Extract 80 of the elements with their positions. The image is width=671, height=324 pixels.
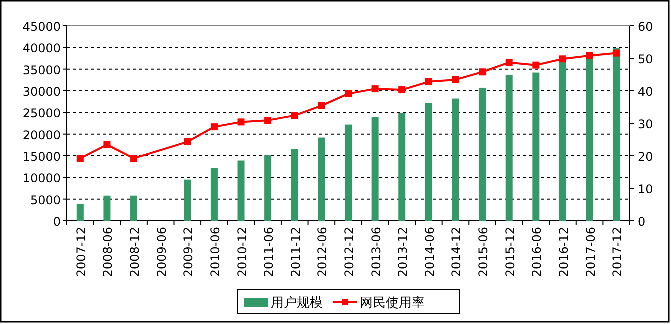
point: [559, 56, 566, 63]
x-tick-label: 2013-12: [396, 227, 410, 278]
x-tick-label: 2010-06: [208, 227, 222, 278]
point: [479, 68, 486, 76]
x-tick-label: 2011-12: [288, 227, 303, 278]
bar: [318, 138, 326, 221]
bar: [613, 48, 620, 221]
bar: [452, 98, 460, 221]
point: [76, 155, 84, 162]
bar: [479, 88, 486, 221]
legend-label: 网民使用率: [360, 295, 425, 311]
x-tick-label: 2017-06: [584, 227, 598, 278]
y-tick-label: 30000: [22, 85, 61, 99]
point: [264, 117, 272, 124]
y2-tick-label: 30: [638, 118, 654, 132]
point: [452, 76, 460, 84]
x-tick-label: 2014-06: [422, 227, 437, 278]
bar: [264, 156, 272, 221]
x-tick-label: 2008-06: [101, 227, 116, 278]
y-tick-label: 20000: [22, 128, 61, 142]
point: [184, 138, 192, 146]
bar: [291, 149, 298, 221]
x-tick-label: 2012-06: [316, 227, 330, 278]
x-tick-label: 2016-06: [530, 227, 544, 278]
point: [345, 90, 352, 98]
point: [425, 78, 432, 86]
bar: [130, 196, 138, 221]
bar: [76, 204, 84, 221]
bar: [104, 196, 111, 221]
x-tick-label: 2007-12: [74, 227, 88, 278]
x-tick-label: 2017-12: [610, 227, 625, 278]
point: [372, 86, 379, 93]
bar: [210, 168, 218, 221]
bar: [532, 72, 540, 221]
y2-tick-label: 60: [638, 20, 654, 34]
y-tick-label: 15000: [22, 150, 61, 164]
y2-tick-label: 10: [638, 182, 654, 196]
point: [506, 59, 513, 66]
x-tick-label: 2011-06: [262, 227, 276, 278]
point: [130, 155, 138, 162]
bar: [372, 117, 379, 221]
point: [104, 141, 111, 148]
point: [291, 112, 298, 120]
point: [532, 62, 540, 69]
point: [318, 102, 326, 110]
bar: [345, 124, 352, 221]
x-tick-label: 2008-12: [128, 227, 142, 278]
bar: [425, 103, 432, 221]
bar: [184, 180, 192, 221]
x-tick-label: 2009-06: [154, 227, 169, 278]
bar: [559, 60, 566, 221]
y-tick-label: 5000: [30, 193, 61, 208]
y-tick-label: 45000: [22, 20, 61, 34]
y-tick-label: 40000: [22, 42, 61, 56]
y-tick-label: 0: [53, 215, 61, 229]
bar: [586, 56, 594, 221]
point: [613, 50, 620, 57]
y2-tick-label: 50: [638, 52, 654, 66]
x-tick-label: 2015-06: [476, 227, 491, 278]
y2-tick-label: 0: [638, 215, 646, 229]
y2-tick-label: 20: [638, 150, 654, 164]
y-tick-label: 25000: [22, 106, 61, 121]
point: [586, 52, 594, 60]
x-tick-label: 2014-12: [450, 227, 464, 278]
x-tick-label: 2013-06: [369, 227, 384, 278]
bar: [506, 74, 513, 221]
point: [210, 124, 218, 131]
point: [398, 86, 406, 94]
legend-label: 用户规模: [271, 296, 323, 311]
x-tick-label: 2010-12: [235, 227, 250, 278]
x-tick-label: 2012-12: [342, 227, 356, 278]
x-tick-label: 2015-12: [503, 227, 518, 278]
y-tick-label: 35000: [22, 63, 61, 78]
x-tick-label: 2009-12: [182, 227, 196, 278]
bar: [398, 113, 406, 221]
x-tick-label: 2016-12: [556, 227, 571, 278]
bar: [238, 160, 245, 221]
point: [238, 118, 245, 126]
y2-tick-label: 40: [638, 85, 654, 99]
y-tick-label: 10000: [22, 172, 61, 186]
